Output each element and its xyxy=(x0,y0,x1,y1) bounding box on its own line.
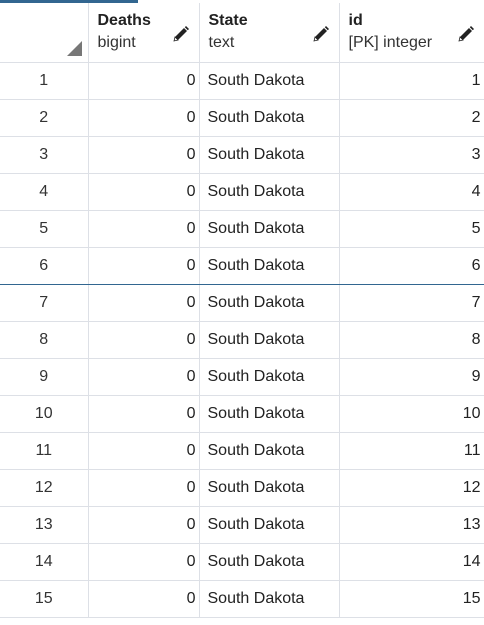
column-name: id xyxy=(348,12,363,29)
column-header-id[interactable]: id [PK] integer xyxy=(339,3,484,63)
pencil-icon[interactable] xyxy=(312,25,330,43)
cell-state[interactable]: South Dakota xyxy=(199,358,340,396)
cell-id[interactable]: 4 xyxy=(339,173,484,211)
cell-id[interactable]: 13 xyxy=(339,506,484,544)
column-name: Deaths xyxy=(97,12,151,29)
select-all-cell[interactable] xyxy=(0,3,89,63)
cell-id[interactable]: 5 xyxy=(339,210,484,248)
cell-id[interactable]: 1 xyxy=(339,62,484,100)
row-number[interactable]: 6 xyxy=(0,247,89,285)
cell-state[interactable]: South Dakota xyxy=(199,247,340,285)
cell-id[interactable]: 2 xyxy=(339,99,484,137)
column-type: [PK] integer xyxy=(348,34,433,51)
column-type: bigint xyxy=(97,34,136,51)
pencil-icon[interactable] xyxy=(457,25,475,43)
cell-state[interactable]: South Dakota xyxy=(199,99,340,137)
row-number[interactable]: 4 xyxy=(0,173,89,211)
cell-deaths[interactable]: 0 xyxy=(88,99,200,137)
cell-state[interactable]: South Dakota xyxy=(199,210,340,248)
cell-deaths[interactable]: 0 xyxy=(88,136,200,174)
cell-state[interactable]: South Dakota xyxy=(199,506,340,544)
cell-id[interactable]: 14 xyxy=(339,543,484,581)
cell-state[interactable]: South Dakota xyxy=(199,284,340,322)
cell-state[interactable]: South Dakota xyxy=(199,543,340,581)
row-number[interactable]: 2 xyxy=(0,99,89,137)
cell-id[interactable]: 6 xyxy=(339,247,484,285)
cell-deaths[interactable]: 0 xyxy=(88,395,200,433)
data-grid: Deaths bigint State text xyxy=(0,3,484,618)
cell-deaths[interactable]: 0 xyxy=(88,543,200,581)
row-number[interactable]: 5 xyxy=(0,210,89,248)
cell-deaths[interactable]: 0 xyxy=(88,321,200,359)
table-row[interactable]: 2 0 South Dakota 2 xyxy=(0,99,484,137)
row-number[interactable]: 11 xyxy=(0,432,89,470)
row-number[interactable]: 12 xyxy=(0,469,89,507)
cell-deaths[interactable]: 0 xyxy=(88,432,200,470)
cell-state[interactable]: South Dakota xyxy=(199,321,340,359)
cell-state[interactable]: South Dakota xyxy=(199,62,340,100)
table-row[interactable]: 14 0 South Dakota 14 xyxy=(0,543,484,581)
cell-deaths[interactable]: 0 xyxy=(88,247,200,285)
column-header-deaths[interactable]: Deaths bigint xyxy=(88,3,200,63)
row-number[interactable]: 14 xyxy=(0,543,89,581)
row-number[interactable]: 9 xyxy=(0,358,89,396)
cell-id[interactable]: 11 xyxy=(339,432,484,470)
cell-state[interactable]: South Dakota xyxy=(199,395,340,433)
cell-deaths[interactable]: 0 xyxy=(88,580,200,618)
cell-state[interactable]: South Dakota xyxy=(199,432,340,470)
pencil-icon[interactable] xyxy=(172,25,190,43)
table-row[interactable]: 3 0 South Dakota 3 xyxy=(0,136,484,174)
row-number[interactable]: 3 xyxy=(0,136,89,174)
row-number[interactable]: 15 xyxy=(0,580,89,618)
cell-deaths[interactable]: 0 xyxy=(88,506,200,544)
table-row[interactable]: 5 0 South Dakota 5 xyxy=(0,210,484,248)
cell-deaths[interactable]: 0 xyxy=(88,358,200,396)
header-row: Deaths bigint State text xyxy=(0,3,484,63)
table-row[interactable]: 9 0 South Dakota 9 xyxy=(0,358,484,396)
table-row[interactable]: 10 0 South Dakota 10 xyxy=(0,395,484,433)
column-header-state[interactable]: State text xyxy=(199,3,340,63)
cell-id[interactable]: 3 xyxy=(339,136,484,174)
row-number[interactable]: 7 xyxy=(0,284,89,322)
cell-id[interactable]: 8 xyxy=(339,321,484,359)
cell-deaths[interactable]: 0 xyxy=(88,284,200,322)
row-number[interactable]: 8 xyxy=(0,321,89,359)
table-row[interactable]: 11 0 South Dakota 11 xyxy=(0,432,484,470)
table-row[interactable]: 13 0 South Dakota 13 xyxy=(0,506,484,544)
header-accent-bar xyxy=(0,0,138,3)
table-row[interactable]: 7 0 South Dakota 7 xyxy=(0,284,484,322)
cell-deaths[interactable]: 0 xyxy=(88,469,200,507)
cell-state[interactable]: South Dakota xyxy=(199,173,340,211)
table-row-selected[interactable]: 6 0 South Dakota 6 xyxy=(0,247,484,285)
cell-deaths[interactable]: 0 xyxy=(88,173,200,211)
cell-state[interactable]: South Dakota xyxy=(199,469,340,507)
cell-id[interactable]: 12 xyxy=(339,469,484,507)
row-number[interactable]: 1 xyxy=(0,62,89,100)
cell-state[interactable]: South Dakota xyxy=(199,136,340,174)
cell-id[interactable]: 9 xyxy=(339,358,484,396)
select-all-corner-icon[interactable] xyxy=(66,41,82,56)
cell-id[interactable]: 15 xyxy=(339,580,484,618)
row-number[interactable]: 10 xyxy=(0,395,89,433)
table-row[interactable]: 4 0 South Dakota 4 xyxy=(0,173,484,211)
row-number[interactable]: 13 xyxy=(0,506,89,544)
column-name: State xyxy=(208,12,248,29)
table-row[interactable]: 15 0 South Dakota 15 xyxy=(0,580,484,618)
cell-id[interactable]: 10 xyxy=(339,395,484,433)
cell-state[interactable]: South Dakota xyxy=(199,580,340,618)
table-row[interactable]: 12 0 South Dakota 12 xyxy=(0,469,484,507)
cell-id[interactable]: 7 xyxy=(339,284,484,322)
column-type: text xyxy=(208,34,235,51)
cell-deaths[interactable]: 0 xyxy=(88,62,200,100)
table-row[interactable]: 8 0 South Dakota 8 xyxy=(0,321,484,359)
table-row[interactable]: 1 0 South Dakota 1 xyxy=(0,62,484,100)
cell-deaths[interactable]: 0 xyxy=(88,210,200,248)
